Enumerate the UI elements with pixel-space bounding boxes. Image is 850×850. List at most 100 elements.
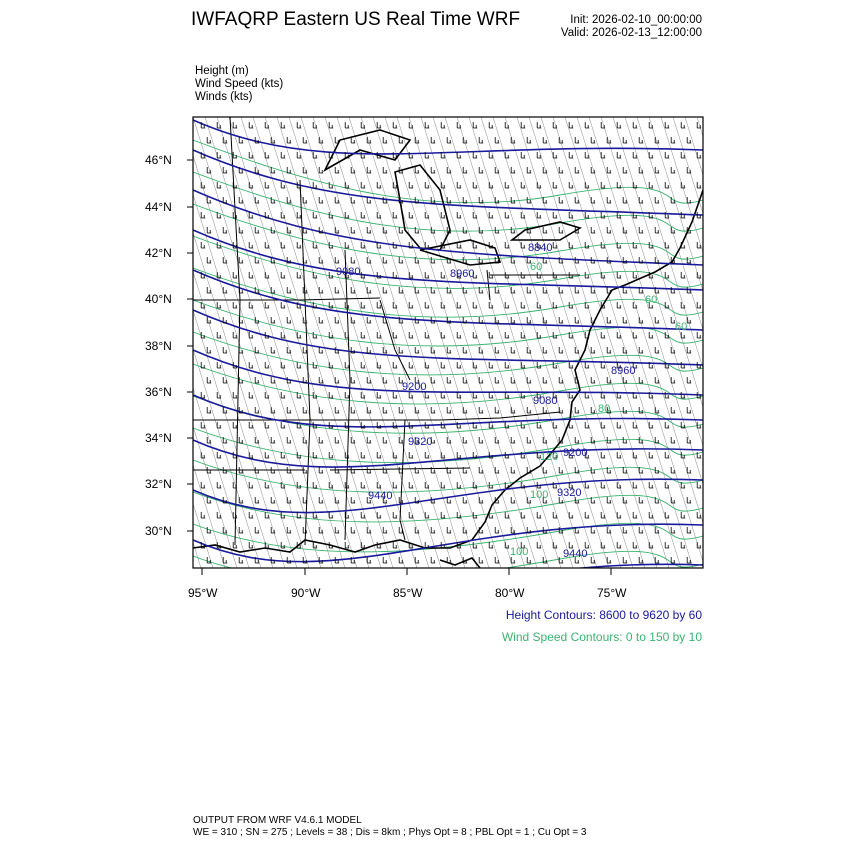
wind-barb — [254, 257, 260, 264]
wind-barb — [302, 377, 308, 384]
wind-barb — [280, 362, 286, 369]
wind-barb — [360, 362, 366, 369]
wind-barb — [472, 242, 478, 249]
wind-barb — [206, 257, 212, 264]
wind-barb — [462, 437, 468, 444]
wind-barb — [296, 212, 302, 219]
valid-time: Valid: 2026-02-13_12:00:00 — [560, 27, 702, 39]
wind-barb — [456, 452, 462, 459]
wind-barb — [632, 302, 638, 309]
wind-barb — [542, 317, 548, 324]
grid-line — [193, 348, 262, 568]
wind-barb — [382, 467, 388, 474]
field-label-wind-speed: Wind Speed (kts) — [195, 78, 284, 90]
wind-speed-label: 100 — [530, 489, 548, 501]
wind-barb — [318, 407, 324, 414]
wind-barb — [414, 377, 420, 384]
wind-barb — [638, 317, 644, 324]
wind-barb — [696, 182, 702, 189]
wind-barb — [456, 122, 462, 129]
wind-barb — [296, 242, 302, 249]
wind-barb — [664, 512, 670, 519]
grid-line — [0, 117, 69, 568]
wind-barb — [440, 482, 446, 489]
wind-barb — [632, 422, 638, 429]
wind-barb — [696, 272, 702, 279]
wind-barb — [424, 212, 430, 219]
axis-labels: 46°N 44°N 42°N 40°N 38°N 36°N 34°N 32°N … — [145, 153, 627, 600]
height-label: 9440 — [563, 548, 587, 560]
wind-barb — [680, 272, 686, 279]
wind-barb — [376, 542, 382, 549]
wind-barb — [686, 167, 692, 174]
wind-barb — [334, 497, 340, 504]
wind-barb — [238, 527, 244, 534]
wind-barb — [600, 302, 606, 309]
wind-barb — [648, 422, 654, 429]
wind-barb — [552, 242, 558, 249]
wind-barb — [238, 257, 244, 264]
wind-barb — [536, 122, 542, 129]
wind-barb — [536, 392, 542, 399]
wind-barb — [462, 377, 468, 384]
grid-line — [576, 117, 703, 524]
wind-barb — [670, 167, 676, 174]
height-label: 9320 — [408, 436, 432, 448]
wind-barb — [504, 182, 510, 189]
wind-barb — [686, 257, 692, 264]
wind-barb — [296, 362, 302, 369]
wind-speed-contour — [193, 267, 703, 318]
lat-tick-label: 42°N — [145, 246, 172, 260]
wind-barb — [622, 137, 628, 144]
wind-barb — [462, 497, 468, 504]
wind-barb — [232, 302, 238, 309]
wind-barb — [680, 212, 686, 219]
wind-barb — [344, 452, 350, 459]
wind-barb — [462, 557, 468, 564]
wind-barb — [558, 197, 564, 204]
wind-barb — [344, 422, 350, 429]
wind-barb — [504, 122, 510, 129]
grid-line — [600, 117, 703, 447]
wind-barb — [446, 437, 452, 444]
wind-barb — [216, 242, 222, 249]
wind-barb — [264, 152, 270, 159]
wind-barb — [296, 302, 302, 309]
wind-barb — [638, 137, 644, 144]
grid-line — [793, 117, 850, 568]
wind-barb — [344, 182, 350, 189]
wind-speed-contour — [193, 491, 703, 523]
wind-barb — [254, 497, 260, 504]
wind-barb — [590, 287, 596, 294]
wind-barb — [632, 392, 638, 399]
wind-barb — [558, 437, 564, 444]
wind-barb — [568, 332, 574, 339]
wind-barb — [408, 362, 414, 369]
wind-barb — [312, 482, 318, 489]
wind-barb — [248, 482, 254, 489]
wind-barb — [590, 227, 596, 234]
wind-barb — [398, 467, 404, 474]
wind-barb — [312, 452, 318, 459]
wind-barb — [680, 422, 686, 429]
wind-barb — [686, 137, 692, 144]
wind-barb — [280, 482, 286, 489]
wind-barb — [200, 332, 206, 339]
wind-barb — [696, 482, 702, 489]
wind-barb — [606, 407, 612, 414]
wind-barb — [280, 542, 286, 549]
wind-barb — [286, 407, 292, 414]
wind-barb — [590, 437, 596, 444]
wind-barb — [526, 287, 532, 294]
wind-barb — [280, 392, 286, 399]
wind-barb — [216, 152, 222, 159]
wind-barb — [200, 392, 206, 399]
wind-barb — [702, 317, 703, 323]
wind-barb — [510, 257, 516, 264]
wind-barb — [344, 332, 350, 339]
wind-barb — [446, 317, 452, 324]
grid-line — [0, 117, 93, 568]
wind-barb — [248, 362, 254, 369]
wind-barb — [200, 122, 206, 129]
wind-barb — [616, 332, 622, 339]
